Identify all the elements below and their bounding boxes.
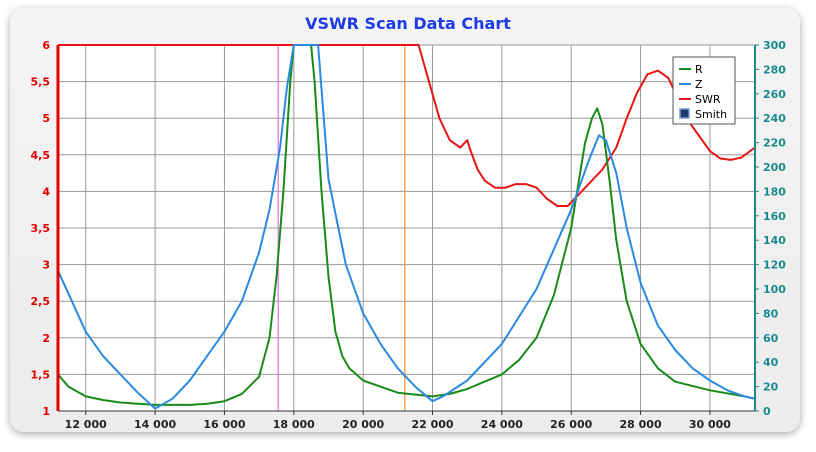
y-left-tick-label: 5 (42, 112, 50, 125)
y-right-tick-label: 200 (763, 161, 786, 174)
legend-swr-label: SWR (695, 93, 721, 106)
marker-lines (277, 45, 406, 411)
y-right-tick-label: 180 (763, 185, 786, 198)
legend: R Z SWR Smith (672, 56, 736, 125)
y-left-tick-label: 1 (42, 405, 50, 418)
y-right-tick-label: 60 (763, 332, 779, 345)
y-right-tick-label: 300 (763, 39, 786, 52)
x-tick-label: 24 000 (481, 418, 523, 431)
legend-smith-swatch (679, 108, 690, 119)
legend-smith-label: Smith (695, 108, 727, 121)
y-right-tick-label: 0 (763, 405, 771, 418)
y-left-tick-label: 3 (42, 259, 50, 272)
y-left-tick-label: 1,5 (31, 368, 51, 381)
x-tick-label: 28 000 (620, 418, 662, 431)
legend-z-label: Z (695, 78, 703, 91)
y-left-tick-label: 4 (42, 185, 50, 198)
x-tick-label: 16 000 (203, 418, 245, 431)
y-right-tick-label: 240 (763, 112, 786, 125)
grid-lines (58, 44, 755, 412)
series-z-line (57, 44, 756, 410)
x-tick-label: 18 000 (273, 418, 315, 431)
tick-labels: 12 000 14 000 16 000 18 000 20 000 22 000 24 0… (31, 39, 787, 431)
x-tick-label: 20 000 (342, 418, 384, 431)
x-tick-label: 30 000 (689, 418, 731, 431)
x-tick-label: 26 000 (550, 418, 592, 431)
x-tick-label: 14 000 (134, 418, 176, 431)
x-tick-label: 12 000 (65, 418, 107, 431)
y-right-tick-label: 220 (763, 137, 786, 150)
chart-title: VSWR Scan Data Chart (305, 14, 511, 33)
y-left-tick-label: 6 (42, 39, 50, 52)
series-r-line (57, 44, 756, 406)
y-right-tick-label: 120 (763, 259, 786, 272)
y-left-tick-label: 2 (42, 332, 50, 345)
y-right-tick-label: 20 (763, 381, 779, 394)
legend-r-label: R (695, 63, 703, 76)
y-right-tick-label: 280 (763, 63, 786, 76)
y-left-tick-label: 3,5 (31, 222, 51, 235)
y-right-tick-label: 100 (763, 283, 786, 296)
axes (56, 44, 759, 415)
y-right-tick-label: 40 (763, 356, 779, 369)
series-swr-line (58, 44, 756, 207)
y-right-tick-label: 140 (763, 234, 786, 247)
y-right-tick-label: 260 (763, 88, 786, 101)
y-left-tick-label: 5,5 (31, 76, 51, 89)
y-left-tick-label: 4,5 (31, 149, 51, 162)
x-tick-label: 22 000 (411, 418, 453, 431)
y-right-tick-label: 160 (763, 210, 786, 223)
y-right-tick-label: 80 (763, 307, 779, 320)
y-left-tick-label: 2,5 (31, 295, 51, 308)
series-lines (57, 44, 756, 410)
